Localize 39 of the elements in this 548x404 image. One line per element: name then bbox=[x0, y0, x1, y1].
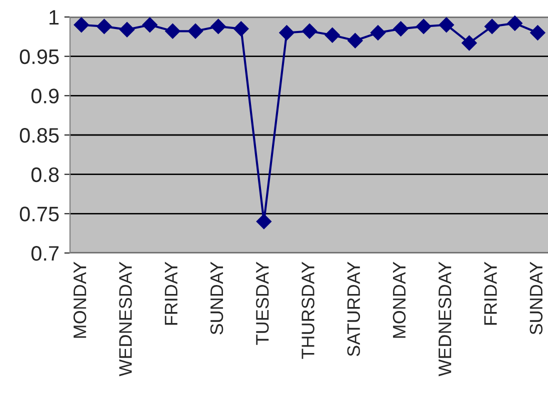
y-tick-label: 0.7 bbox=[31, 246, 59, 261]
x-tick-label: SUNDAY bbox=[210, 262, 224, 334]
y-tick-label: 1 bbox=[50, 10, 59, 25]
x-tick-label: THURSDAY bbox=[302, 262, 314, 359]
point bbox=[530, 25, 546, 40]
x-tick-label: TUESDAY bbox=[256, 262, 269, 345]
point bbox=[507, 16, 522, 31]
point bbox=[256, 214, 272, 230]
point bbox=[348, 33, 363, 48]
point bbox=[165, 24, 180, 39]
y-tick-label: 0.9 bbox=[31, 88, 59, 104]
point bbox=[370, 25, 386, 40]
point bbox=[438, 17, 454, 32]
x-tick-label: FRIDAY bbox=[484, 262, 497, 325]
y-tick-label: 0.75 bbox=[20, 206, 59, 222]
point bbox=[462, 35, 477, 51]
point bbox=[188, 24, 204, 39]
x-tick-label: SATURDAY bbox=[347, 262, 360, 356]
point bbox=[234, 21, 249, 36]
y-tick-label: 0.8 bbox=[31, 167, 59, 182]
point bbox=[324, 28, 340, 43]
point bbox=[302, 24, 318, 39]
x-tick-label: WEDNESDAY bbox=[438, 262, 452, 376]
y-tick-label: 0.95 bbox=[20, 49, 59, 64]
x-tick-label: MONDAY bbox=[73, 262, 86, 338]
x-tick-label: WEDNESDAY bbox=[119, 262, 132, 376]
point bbox=[484, 18, 500, 34]
x-tick-label: SUNDAY bbox=[530, 262, 543, 334]
point bbox=[96, 18, 112, 34]
y-tick-label: 0.85 bbox=[20, 128, 59, 143]
point bbox=[119, 22, 135, 38]
point bbox=[393, 21, 408, 36]
point bbox=[74, 17, 89, 32]
point bbox=[416, 18, 432, 34]
point bbox=[210, 18, 226, 34]
x-tick-label: FRIDAY bbox=[164, 262, 178, 325]
point bbox=[142, 17, 158, 32]
point bbox=[279, 25, 294, 40]
x-tick-label: MONDAY bbox=[392, 262, 406, 338]
